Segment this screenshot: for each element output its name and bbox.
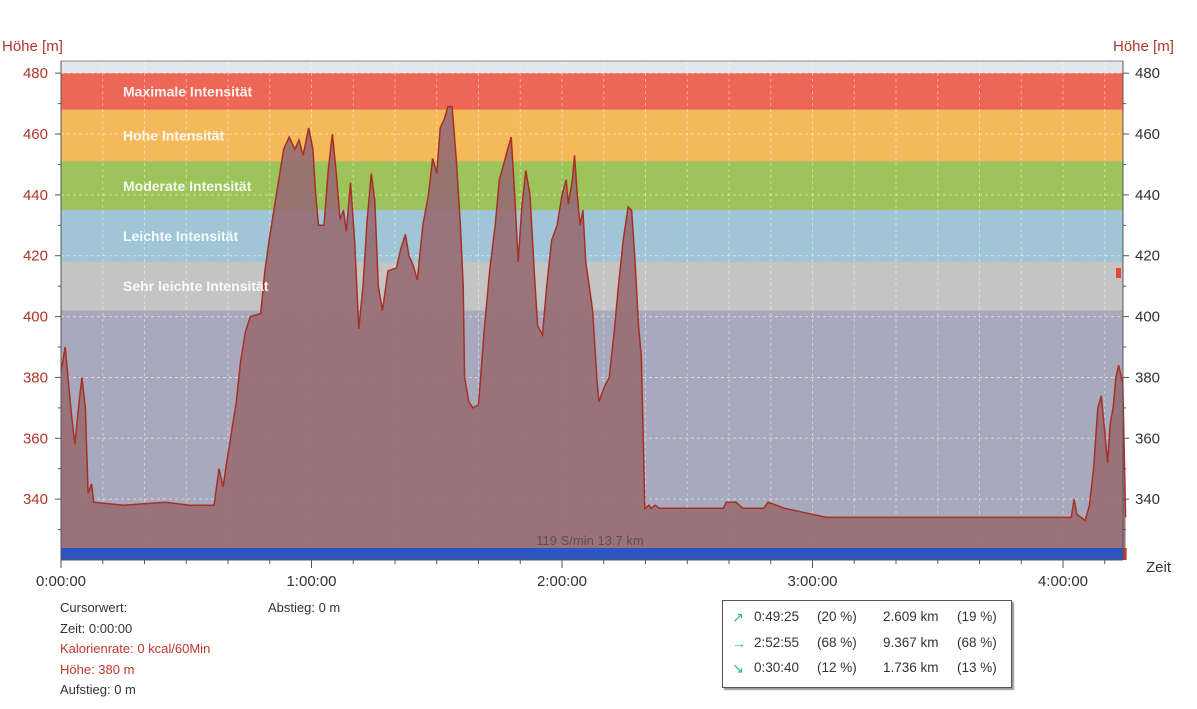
stats-row-ascent: ↗ 0:49:25 (20 %) 2.609 km (19 %) bbox=[723, 607, 1011, 631]
x-tick-label: 3:00:00 bbox=[787, 573, 837, 590]
y-tick-label-left: 440 bbox=[23, 187, 48, 204]
cursor-ascent: Aufstieg: 0 m bbox=[60, 682, 136, 698]
x-tick-label: 1:00:00 bbox=[286, 573, 336, 590]
stats-distance: 1.736 km bbox=[883, 660, 939, 675]
zone-band bbox=[61, 161, 1123, 211]
stats-row-descent: ↘ 0:30:40 (12 %) 1.736 km (13 %) bbox=[723, 658, 1011, 682]
zone-band bbox=[61, 210, 1123, 262]
stats-time: 0:30:40 bbox=[754, 660, 800, 675]
zone-label: Hohe Intensität bbox=[123, 128, 224, 144]
stats-time: 0:49:25 bbox=[754, 609, 800, 624]
y-tick-label-right: 360 bbox=[1135, 430, 1160, 447]
speed-bar bbox=[61, 548, 1126, 560]
zone-band bbox=[61, 73, 1123, 110]
y-axis-label-left: Höhe [m] bbox=[2, 38, 63, 55]
y-axis-label-right: Höhe [m] bbox=[1113, 38, 1174, 55]
y-tick-label-right: 400 bbox=[1135, 309, 1160, 326]
y-tick-label-left: 380 bbox=[23, 369, 48, 386]
stats-time-pct: (12 %) bbox=[817, 660, 857, 675]
cursor-time: Zeit: 0:00:00 bbox=[60, 620, 133, 636]
y-tick-label-left: 460 bbox=[23, 126, 48, 143]
y-tick-label-right: 340 bbox=[1135, 491, 1160, 508]
y-tick-label-right: 460 bbox=[1135, 126, 1160, 143]
zone-labels: Maximale Intensität Hohe Intensität Modera… bbox=[123, 83, 269, 294]
x-tick-label: 2:00:00 bbox=[537, 573, 587, 590]
x-tick-label: 4:00:00 bbox=[1038, 573, 1088, 590]
zone-label: Maximale Intensität bbox=[123, 83, 252, 99]
stats-distance-pct: (13 %) bbox=[957, 660, 997, 675]
flat-arrow-icon: → bbox=[732, 635, 746, 651]
intensity-zones bbox=[61, 73, 1123, 311]
ascent-arrow-icon: ↗ bbox=[732, 609, 744, 625]
zone-label: Sehr leichte Intensität bbox=[123, 278, 269, 294]
bottom-summary-label: 119 S/min 13.7 km bbox=[536, 533, 643, 548]
axes: 340 340 360 360 380 380 400 400 420 420 440 440 460 4… bbox=[23, 60, 1160, 590]
y-tick-label-left: 400 bbox=[23, 309, 48, 326]
stats-row-flat: → 2:52:55 (68 %) 9.367 km (68 %) bbox=[723, 633, 1011, 657]
zone-label: Moderate Intensität bbox=[123, 178, 252, 194]
y-tick-label-left: 420 bbox=[23, 248, 48, 265]
y-tick-label-right: 380 bbox=[1135, 369, 1160, 386]
stats-distance: 2.609 km bbox=[883, 609, 939, 624]
stats-distance-pct: (68 %) bbox=[957, 635, 997, 650]
y-tick-label-left: 340 bbox=[23, 491, 48, 508]
stats-time-pct: (68 %) bbox=[817, 635, 857, 650]
zone-band bbox=[61, 109, 1123, 162]
slope-stats-legend: ↗ 0:49:25 (20 %) 2.609 km (19 %) → 2:52:… bbox=[722, 600, 1012, 688]
elevation-line bbox=[60, 105, 1127, 522]
cursor-marker bbox=[1116, 268, 1121, 278]
elevation-chart[interactable]: Maximale Intensität Hohe Intensität Modera… bbox=[0, 0, 1197, 600]
y-tick-label-left: 480 bbox=[23, 65, 48, 82]
plot-top-band bbox=[61, 61, 1123, 74]
stats-time: 2:52:55 bbox=[754, 635, 800, 650]
cursor-height: Höhe: 380 m bbox=[60, 661, 135, 677]
cursor-descent: Abstieg: 0 m bbox=[268, 600, 341, 615]
y-tick-label-right: 440 bbox=[1135, 187, 1160, 204]
x-tick-label: 0:00:00 bbox=[36, 573, 86, 590]
y-tick-label-right: 420 bbox=[1135, 248, 1160, 265]
descent-arrow-icon: ↘ bbox=[732, 660, 744, 676]
stats-time-pct: (20 %) bbox=[817, 609, 857, 624]
x-axis-label: Zeit bbox=[1146, 559, 1172, 576]
cursor-title: Cursorwert: bbox=[60, 600, 128, 615]
y-tick-label-right: 480 bbox=[1135, 65, 1160, 82]
cursor-calories: Kalorienrate: 0 kcal/60Min bbox=[60, 641, 211, 657]
stats-distance: 9.367 km bbox=[883, 635, 939, 650]
zone-label: Leichte Intensität bbox=[123, 228, 238, 244]
y-tick-label-left: 360 bbox=[23, 430, 48, 447]
elevation-area bbox=[60, 105, 1127, 560]
speed-bar-end bbox=[1123, 548, 1127, 560]
cursor-value-panel: Cursorwert: Zeit: 0:00:00 Kalorienrate: … bbox=[60, 598, 210, 701]
stats-distance-pct: (19 %) bbox=[957, 609, 997, 624]
